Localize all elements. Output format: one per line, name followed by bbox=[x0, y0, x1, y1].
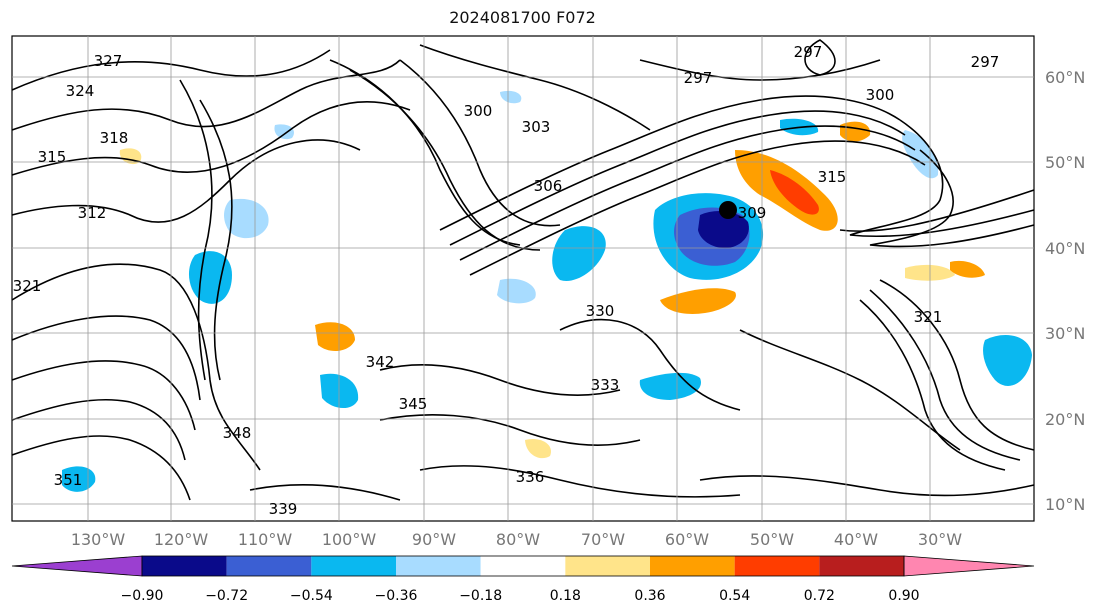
colorbar-tick-label: −0.36 bbox=[375, 588, 418, 604]
contour-label: 351 bbox=[54, 471, 83, 489]
longitude-tick-label: 40°W bbox=[834, 530, 878, 549]
longitude-tick-label: 80°W bbox=[496, 530, 540, 549]
contour-label: 312 bbox=[78, 204, 107, 222]
colorbar-segment bbox=[819, 556, 904, 576]
contour-label: 333 bbox=[591, 376, 620, 394]
contour-label: 342 bbox=[366, 353, 395, 371]
contour-label: 345 bbox=[399, 395, 428, 413]
colorbar-tick-label: 0.36 bbox=[634, 588, 665, 604]
contour-label: 297 bbox=[794, 43, 823, 61]
longitude-tick-label: 110°W bbox=[238, 530, 293, 549]
shaded-anomalies bbox=[62, 90, 1032, 492]
colorbar-segment bbox=[311, 556, 396, 576]
colorbar-extend-low bbox=[11, 555, 143, 577]
colorbar-tick-label: 0.72 bbox=[804, 588, 835, 604]
latitude-tick-label: 50°N bbox=[1045, 153, 1085, 172]
longitude-tick-label: 130°W bbox=[71, 530, 126, 549]
colorbar-tick-label: 0.54 bbox=[719, 588, 750, 604]
longitude-axis: 130°W 120°W 110°W 100°W 90°W 80°W 70°W 60°W 50°W… bbox=[71, 530, 962, 549]
colorbar: −0.90 −0.72 −0.54 −0.36 −0.18 0.18 0.36 0.54 0.7… bbox=[11, 555, 1035, 604]
graticule bbox=[12, 36, 1034, 521]
longitude-tick-label: 90°W bbox=[412, 530, 456, 549]
contour-label: 321 bbox=[13, 277, 42, 295]
contour-label: 315 bbox=[38, 148, 67, 166]
latitude-axis: 60°N 50°N 40°N 30°N 20°N 10°N bbox=[1045, 68, 1085, 514]
contour-label: 348 bbox=[223, 424, 252, 442]
contour-label: 306 bbox=[534, 177, 563, 195]
map-frame bbox=[11, 35, 1035, 522]
colorbar-segment bbox=[226, 556, 312, 576]
colorbar-extend-high bbox=[903, 555, 1035, 577]
colorbar-tick-label: −0.18 bbox=[459, 588, 502, 604]
contour-label: 330 bbox=[586, 302, 615, 320]
contour-label: 303 bbox=[522, 118, 551, 136]
latitude-tick-label: 30°N bbox=[1045, 324, 1085, 343]
longitude-tick-label: 100°W bbox=[322, 530, 377, 549]
longitude-tick-label: 30°W bbox=[918, 530, 962, 549]
contour-label: 300 bbox=[464, 102, 493, 120]
map-panel bbox=[12, 36, 1034, 521]
colorbar-segment bbox=[480, 556, 566, 576]
latitude-tick-label: 40°N bbox=[1045, 239, 1085, 258]
colorbar-tick-label: 0.90 bbox=[888, 588, 919, 604]
colorbar-segment bbox=[650, 556, 735, 576]
latitude-tick-label: 20°N bbox=[1045, 410, 1085, 429]
colorbar-tick-label: −0.72 bbox=[205, 588, 248, 604]
contour-label-group: 327 324 318 315 312 321 297 297 297 300 303 306 309 3… bbox=[13, 43, 1000, 518]
contour-label: 297 bbox=[971, 53, 1000, 71]
latitude-tick-label: 10°N bbox=[1045, 495, 1085, 514]
colorbar-segment bbox=[142, 556, 227, 576]
contour-label: 300 bbox=[866, 86, 895, 104]
longitude-tick-label: 120°W bbox=[154, 530, 209, 549]
colorbar-segment bbox=[565, 556, 650, 576]
isentrope-contours bbox=[11, 39, 1035, 501]
colorbar-segment bbox=[396, 556, 481, 576]
contour-label: 324 bbox=[66, 82, 95, 100]
contour-label: 327 bbox=[94, 52, 123, 70]
map-title: 2024081700 F072 bbox=[449, 8, 596, 27]
longitude-tick-label: 70°W bbox=[581, 530, 625, 549]
colorbar-tick-label: −0.90 bbox=[121, 588, 164, 604]
latitude-tick-label: 60°N bbox=[1045, 68, 1085, 87]
longitude-tick-label: 50°W bbox=[750, 530, 794, 549]
longitude-tick-label: 60°W bbox=[665, 530, 709, 549]
contour-label: 297 bbox=[684, 69, 713, 87]
contour-label: 315 bbox=[818, 168, 847, 186]
colorbar-tick-label: −0.54 bbox=[290, 588, 333, 604]
colorbar-segment bbox=[734, 556, 820, 576]
contour-label: 309 bbox=[738, 204, 767, 222]
contour-label: 336 bbox=[516, 468, 545, 486]
contour-label: 321 bbox=[914, 308, 943, 326]
contour-label: 339 bbox=[269, 500, 298, 518]
contour-label: 318 bbox=[100, 129, 129, 147]
colorbar-tick-label: 0.18 bbox=[550, 588, 581, 604]
